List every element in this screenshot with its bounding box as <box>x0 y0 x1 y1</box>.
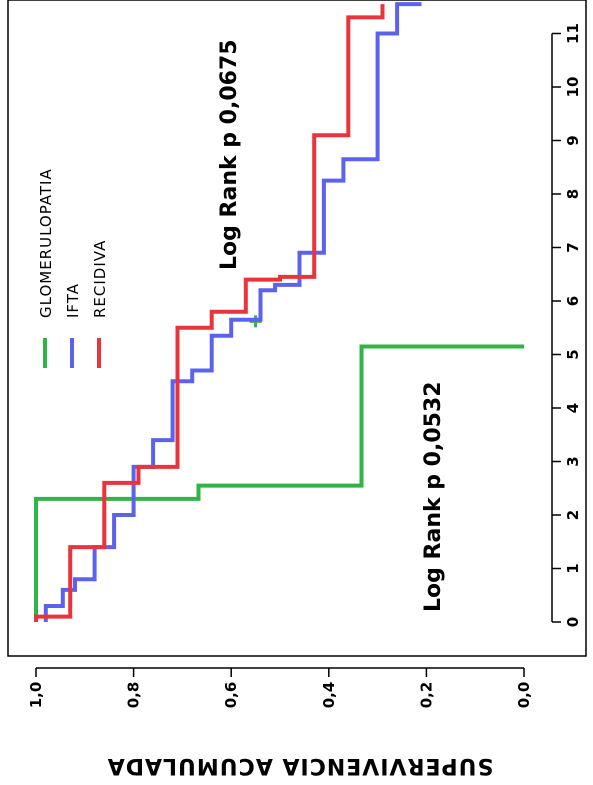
legend: GLOMERULOPATIA IFTA RECIDIVA <box>37 168 109 368</box>
y-tick-label: 0,4 <box>320 682 338 709</box>
x-tick-label: 1 <box>564 563 582 573</box>
log-rank-annotation: Log Rank p 0,0675 <box>217 39 242 270</box>
legend-label: RECIDIVA <box>91 240 109 318</box>
legend-label: GLOMERULOPATIA <box>37 168 55 318</box>
x-tick-label: 6 <box>564 296 582 306</box>
x-tick-label: 3 <box>564 456 582 466</box>
x-tick-label: 0 <box>564 617 582 627</box>
x-tick-label: 2 <box>564 510 582 520</box>
x-tick-label: 5 <box>564 349 582 359</box>
y-tick-label: 0,8 <box>125 682 143 709</box>
series-layer <box>34 2 524 622</box>
x-axis: 0 1 2 3 4 5 6 7 8 9 10 11 <box>551 23 582 627</box>
log-rank-annotation: Log Rank p 0,0532 <box>421 381 446 612</box>
x-tick-label: 9 <box>564 135 582 145</box>
x-tick-label: 10 <box>564 77 582 98</box>
series-line <box>34 4 385 622</box>
y-axis-label: SUPERVIVENCIA ACUMULADA <box>107 753 494 778</box>
x-tick-label: 8 <box>564 189 582 199</box>
y-tick-label: 0,0 <box>515 682 533 709</box>
series-line <box>43 2 422 622</box>
plot-frame <box>7 0 587 657</box>
x-tick-label: 4 <box>564 403 582 413</box>
y-axis: 0,0 0,2 0,4 0,6 0,8 1,0 <box>27 667 533 709</box>
legend-label: IFTA <box>64 283 82 318</box>
y-tick-label: 0,6 <box>222 682 240 709</box>
series-line <box>34 344 524 622</box>
x-tick-label: 11 <box>564 23 582 44</box>
x-tick-label: 7 <box>564 242 582 252</box>
y-tick-label: 1,0 <box>27 682 45 709</box>
annotations: Log Rank p 0,0675 Log Rank p 0,0532 <box>217 39 446 612</box>
y-tick-label: 0,2 <box>417 682 435 709</box>
